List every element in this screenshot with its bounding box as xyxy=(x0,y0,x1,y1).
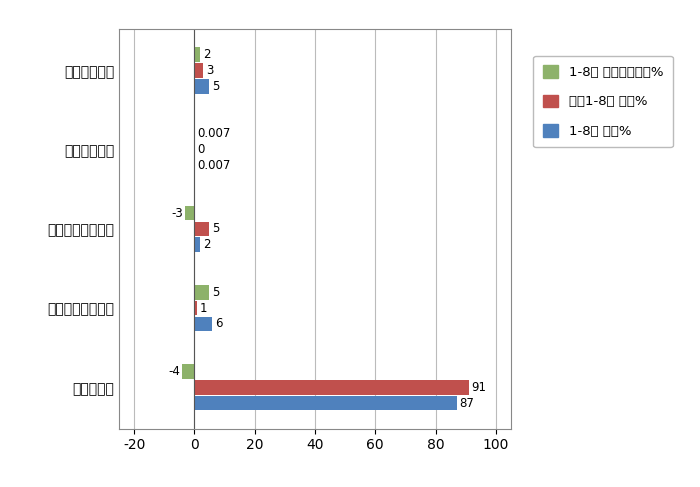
Bar xyxy=(195,396,456,411)
Bar xyxy=(195,301,197,316)
Bar xyxy=(195,285,209,300)
Bar xyxy=(195,79,209,94)
Text: 3: 3 xyxy=(206,64,214,77)
Bar xyxy=(195,380,469,394)
Text: -4: -4 xyxy=(168,365,180,378)
Text: 5: 5 xyxy=(212,223,219,235)
Bar xyxy=(195,63,204,78)
Bar xyxy=(182,364,195,379)
Bar xyxy=(186,206,195,220)
Text: 0.007: 0.007 xyxy=(197,159,230,172)
Legend: 1-8月 占比同比增减%, 去年1-8月 占比%, 1-8月 占比%: 1-8月 占比同比增减%, 去年1-8月 占比%, 1-8月 占比% xyxy=(533,56,673,148)
Text: -3: -3 xyxy=(172,206,183,220)
Text: 0.007: 0.007 xyxy=(197,128,230,140)
Text: 2: 2 xyxy=(203,238,210,251)
Text: 91: 91 xyxy=(471,381,486,394)
Text: 5: 5 xyxy=(212,80,219,93)
Bar xyxy=(195,317,213,331)
Text: 5: 5 xyxy=(212,286,219,299)
Text: 1: 1 xyxy=(199,301,207,315)
Text: 0: 0 xyxy=(197,143,204,156)
Text: 87: 87 xyxy=(459,396,474,410)
Bar xyxy=(195,238,200,252)
Text: 6: 6 xyxy=(215,318,223,330)
Text: 2: 2 xyxy=(203,48,210,61)
Bar xyxy=(195,47,200,62)
Bar xyxy=(195,222,209,236)
